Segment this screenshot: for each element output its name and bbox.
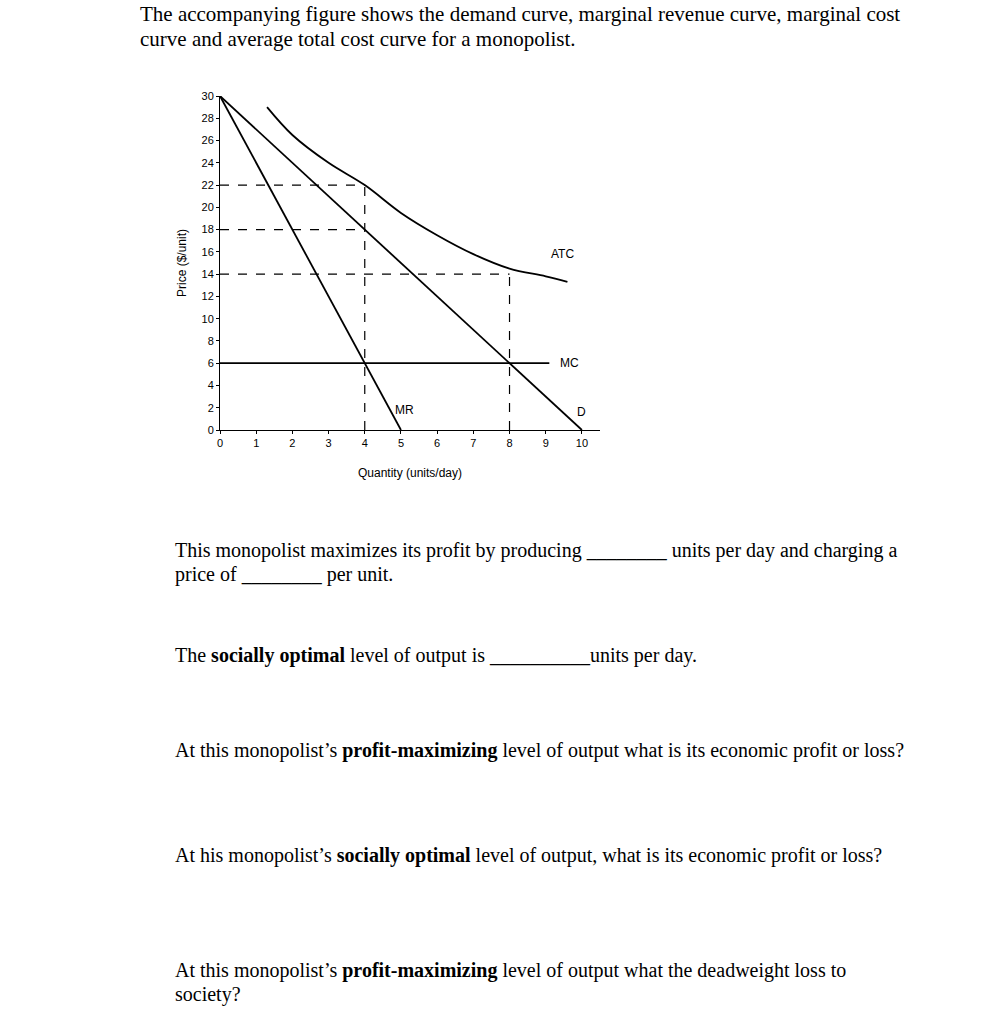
svg-text:9: 9 [543, 437, 549, 449]
svg-text:MR: MR [395, 403, 414, 417]
svg-text:2: 2 [289, 437, 295, 449]
html-text:The accompanying figure shows: The accompanying figure shows the demand… [140, 2, 901, 51]
html-text:At this monopolist’s profit-ma: At this monopolist’s profit-maximizing l… [175, 739, 904, 761]
html-text:At his monopolist’s socially o: At his monopolist’s socially optimal lev… [175, 844, 883, 866]
svg-text:10: 10 [576, 437, 588, 449]
svg-text:7: 7 [470, 437, 476, 449]
svg-text:5: 5 [398, 437, 404, 449]
svg-text:10: 10 [202, 313, 214, 325]
svg-text:2: 2 [208, 402, 214, 414]
svg-text:8: 8 [208, 335, 214, 347]
svg-text:6: 6 [208, 357, 214, 369]
svg-text:16: 16 [202, 246, 214, 258]
svg-text:20: 20 [202, 201, 214, 213]
svg-text:4: 4 [362, 437, 368, 449]
svg-text:6: 6 [434, 437, 440, 449]
html-text:This monopolist maximizes its: This monopolist maximizes its profit by … [175, 539, 898, 585]
svg-text:1: 1 [253, 437, 259, 449]
svg-text:0: 0 [217, 437, 223, 449]
html-text:At this monopolist’s profit-ma: At this monopolist’s profit-maximizing l… [175, 959, 847, 1005]
svg-text:12: 12 [202, 290, 214, 302]
svg-text:ATC: ATC [551, 247, 574, 261]
html-text:The socially optimal level of: The socially optimal level of output is … [175, 644, 697, 666]
svg-text:4: 4 [208, 379, 214, 391]
svg-text:3: 3 [326, 437, 332, 449]
svg-text:28: 28 [202, 112, 214, 124]
svg-text:MC: MC [560, 356, 579, 370]
svg-text:30: 30 [202, 90, 214, 102]
svg-text:0: 0 [208, 424, 214, 436]
svg-text:Price ($/unit): Price ($/unit) [175, 229, 189, 297]
svg-text:18: 18 [202, 223, 214, 235]
svg-text:26: 26 [202, 134, 214, 146]
svg-text:22: 22 [202, 179, 214, 191]
svg-text:D: D [577, 405, 586, 419]
svg-text:14: 14 [202, 268, 214, 280]
svg-text:Quantity (units/day): Quantity (units/day) [358, 466, 462, 480]
svg-text:8: 8 [506, 437, 512, 449]
svg-text:24: 24 [202, 157, 214, 169]
